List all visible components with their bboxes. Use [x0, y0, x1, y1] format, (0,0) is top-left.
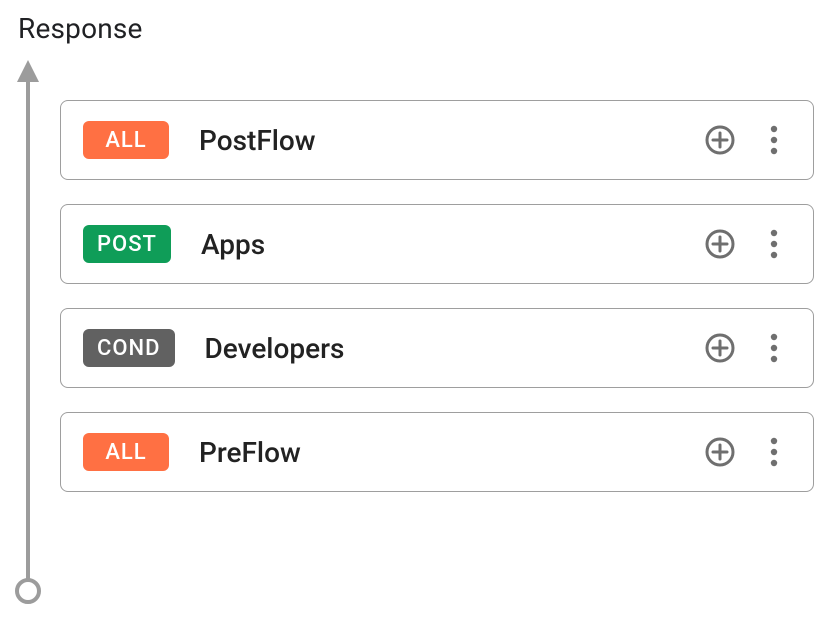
add-step-button[interactable] — [703, 435, 737, 469]
timeline-line — [26, 76, 30, 586]
flow-row[interactable]: ALL PreFlow — [60, 412, 814, 492]
plus-circle-icon — [704, 124, 736, 156]
more-menu-button[interactable] — [757, 123, 791, 157]
flow-name: PreFlow — [199, 436, 703, 469]
method-badge-all: ALL — [83, 433, 169, 471]
more-vert-icon — [769, 229, 779, 259]
flow-row[interactable]: COND Developers — [60, 308, 814, 388]
add-step-button[interactable] — [703, 123, 737, 157]
more-vert-icon — [769, 125, 779, 155]
section-title: Response — [18, 12, 143, 45]
row-actions — [703, 331, 791, 365]
row-actions — [703, 435, 791, 469]
flow-list: ALL PostFlow — [60, 100, 814, 492]
flow-row[interactable]: POST Apps — [60, 204, 814, 284]
method-badge-all: ALL — [83, 121, 169, 159]
plus-circle-icon — [704, 228, 736, 260]
more-menu-button[interactable] — [757, 227, 791, 261]
timeline-endpoint — [15, 578, 41, 604]
more-vert-icon — [769, 333, 779, 363]
method-badge-post: POST — [83, 225, 171, 263]
flow-row[interactable]: ALL PostFlow — [60, 100, 814, 180]
flow-name: Apps — [201, 228, 703, 261]
row-actions — [703, 227, 791, 261]
more-vert-icon — [769, 437, 779, 467]
response-panel: Response ALL PostFlow — [0, 0, 830, 620]
flow-name: PostFlow — [199, 124, 703, 157]
flow-name: Developers — [205, 332, 704, 365]
more-menu-button[interactable] — [757, 331, 791, 365]
method-badge-cond: COND — [83, 329, 175, 367]
more-menu-button[interactable] — [757, 435, 791, 469]
plus-circle-icon — [704, 332, 736, 364]
plus-circle-icon — [704, 436, 736, 468]
add-step-button[interactable] — [703, 331, 737, 365]
add-step-button[interactable] — [703, 227, 737, 261]
row-actions — [703, 123, 791, 157]
